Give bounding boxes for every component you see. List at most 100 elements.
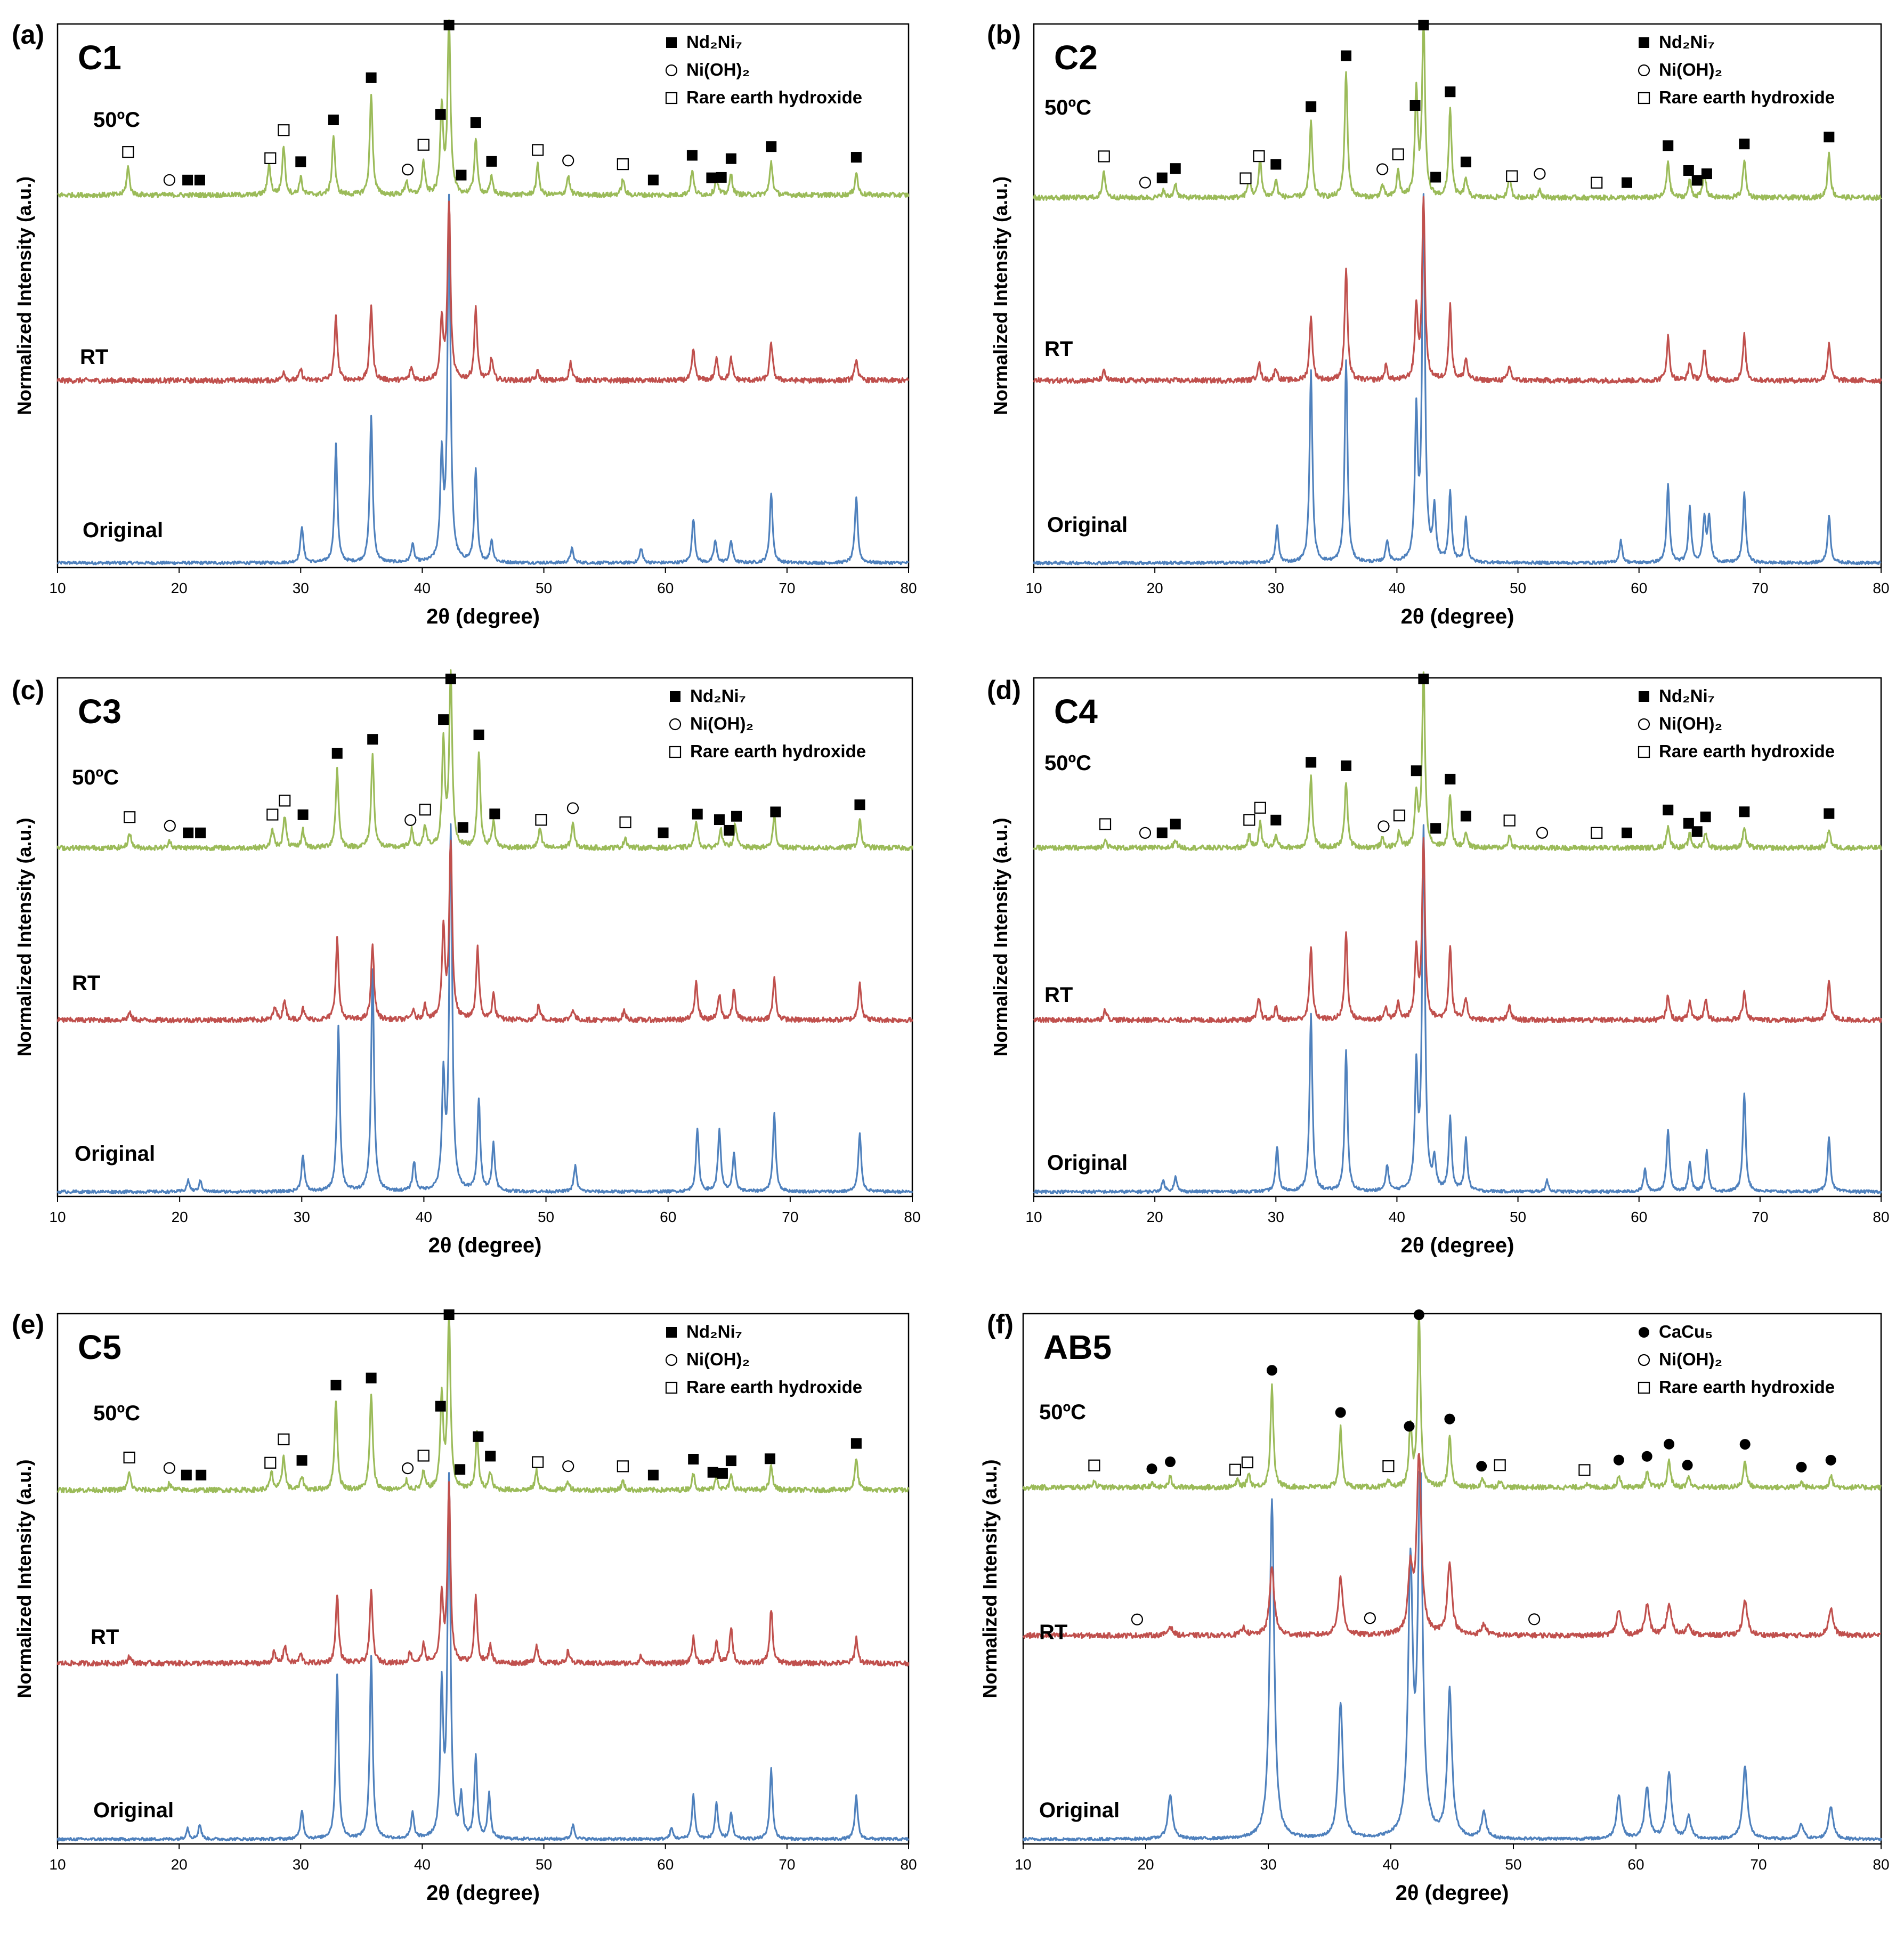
x-tick-label: 80: [904, 1209, 920, 1225]
x-tick-label: 20: [172, 1209, 188, 1225]
phase-marker: [647, 1469, 659, 1480]
phase-marker: [1691, 175, 1703, 186]
legend-label: Ni(OH)₂: [690, 714, 754, 733]
phase-marker: [1376, 163, 1389, 175]
legend-label: Ni(OH)₂: [1659, 1349, 1722, 1369]
curve-label: Original: [1047, 1151, 1128, 1175]
x-tick-label: 30: [1260, 1856, 1276, 1873]
legend-label: Rare earth hydroxide: [1659, 1377, 1835, 1397]
x-tick-label: 20: [1147, 580, 1163, 596]
phase-markers: [122, 20, 862, 186]
phase-marker: [485, 1451, 496, 1462]
x-tick-label: 40: [1389, 1209, 1405, 1225]
phase-marker: [617, 1460, 629, 1472]
panel-letter: (f): [987, 1309, 1014, 1339]
phase-marker: [854, 799, 865, 811]
panel-letter: (b): [987, 20, 1021, 50]
x-tick-label: 20: [1137, 1856, 1154, 1873]
phase-marker: [331, 748, 343, 759]
phase-marker: [532, 144, 544, 156]
phase-marker: [1270, 159, 1282, 170]
phase-marker: [473, 729, 484, 740]
panel-ab5: (f) 10 20 30 40 50 60 70 80 2θ (degree) Normalized…: [979, 1309, 1890, 1905]
panel-letter: (c): [12, 675, 44, 705]
phase-marker: [1824, 132, 1835, 143]
x-tick-label: 40: [416, 1209, 432, 1225]
legend: Nd₂Ni₇ Ni(OH)₂ Rare earth hydroxide: [669, 686, 866, 761]
phase-marker: [766, 141, 777, 152]
trace-rt: [56, 1481, 910, 1667]
sample-name: AB5: [1043, 1328, 1112, 1366]
plot-frame: [56, 23, 910, 569]
legend-label: Nd₂Ni₇: [686, 1322, 742, 1341]
phase-marker: [297, 809, 309, 820]
phase-marker: [367, 734, 378, 745]
phase-marker: [1460, 811, 1471, 822]
legend: Nd₂Ni₇ Ni(OH)₂ Rare earth hydroxide: [1638, 32, 1835, 107]
curve-label: 50ºC: [72, 766, 119, 789]
x-tick-label: 80: [900, 580, 917, 596]
trace-rt: [1022, 1453, 1882, 1639]
legend: CaCu₅ Ni(OH)₂ Rare earth hydroxide: [1638, 1322, 1835, 1397]
phase-marker: [1335, 1407, 1346, 1418]
legend-label: Rare earth hydroxide: [1659, 87, 1835, 107]
x-axis-ticks: 10 20 30 40 50 60 70 80: [1025, 1196, 1890, 1225]
phase-marker: [1253, 150, 1265, 163]
legend-label: Rare earth hydroxide: [686, 87, 862, 107]
x-tick-label: 10: [49, 580, 66, 596]
phase-marker: [535, 814, 547, 826]
phase-marker: [122, 146, 134, 158]
phase-marker: [1382, 1460, 1395, 1472]
phase-marker: [1392, 148, 1404, 160]
trace-50c: [1022, 1309, 1882, 1491]
phase-marker-rt: [1528, 1613, 1541, 1625]
phase-marker: [401, 164, 414, 176]
legend-marker: [1639, 691, 1649, 702]
phase-marker: [404, 814, 417, 826]
y-axis-title: Normalized Intensity (a.u.): [13, 818, 35, 1056]
trace-original: [1022, 1470, 1882, 1842]
x-tick-label: 50: [1510, 1209, 1526, 1225]
phase-marker: [264, 1456, 277, 1469]
sample-name: C1: [78, 38, 121, 77]
x-axis-title: 2θ (degree): [428, 1234, 542, 1257]
phase-marker: [1825, 1454, 1836, 1466]
sample-name: C4: [1054, 692, 1098, 731]
phase-marker: [330, 1379, 342, 1390]
curve-label: 50ºC: [1044, 751, 1091, 775]
curve-label: Original: [1039, 1799, 1120, 1822]
phase-marker: [1503, 814, 1516, 827]
phase-markers: [1098, 20, 1835, 189]
phase-marker: [1663, 804, 1674, 815]
curve-label: Original: [1047, 513, 1128, 537]
phase-marker: [617, 158, 629, 171]
trace-original: [56, 193, 909, 565]
phase-marker: [725, 1455, 736, 1467]
trace-50c: [56, 669, 913, 851]
x-tick-label: 50: [1505, 1856, 1521, 1873]
x-tick-label: 40: [414, 1856, 431, 1873]
legend: Nd₂Ni₇ Ni(OH)₂ Rare earth hydroxide: [1638, 686, 1835, 761]
phase-marker: [1445, 773, 1456, 784]
phase-marker: [401, 1462, 414, 1475]
phase-marker: [1641, 1451, 1652, 1462]
sample-name: C2: [1054, 38, 1098, 77]
panel-c5: (e) 10 20 30 40 50 60 70 80 2θ (degree) Normalized…: [12, 1309, 917, 1905]
phase-marker: [1683, 165, 1694, 176]
y-axis-title: Normalized Intensity (a.u.): [990, 818, 1011, 1056]
phase-marker: [182, 174, 193, 185]
x-tick-label: 70: [779, 1856, 795, 1873]
x-tick-label: 20: [171, 1856, 188, 1873]
panel-c2: (b) 10 20 30 40 50 60 70 80 2θ (degree) Normalized…: [987, 20, 1890, 628]
phase-marker: [1146, 1463, 1157, 1475]
legend-marker: [665, 92, 678, 104]
phase-marker: [1098, 150, 1110, 163]
x-tick-label: 70: [782, 1209, 798, 1225]
legend-label: Ni(OH)₂: [1659, 60, 1722, 79]
curve-label: RT: [91, 1625, 119, 1649]
phase-marker: [1701, 168, 1712, 180]
sample-name: C5: [78, 1328, 121, 1366]
phase-marker: [1170, 163, 1181, 174]
panel-c4: (d) 10 20 30 40 50 60 70 80 2θ (degree) Normalized…: [987, 671, 1890, 1257]
legend-marker: [1638, 1354, 1650, 1366]
